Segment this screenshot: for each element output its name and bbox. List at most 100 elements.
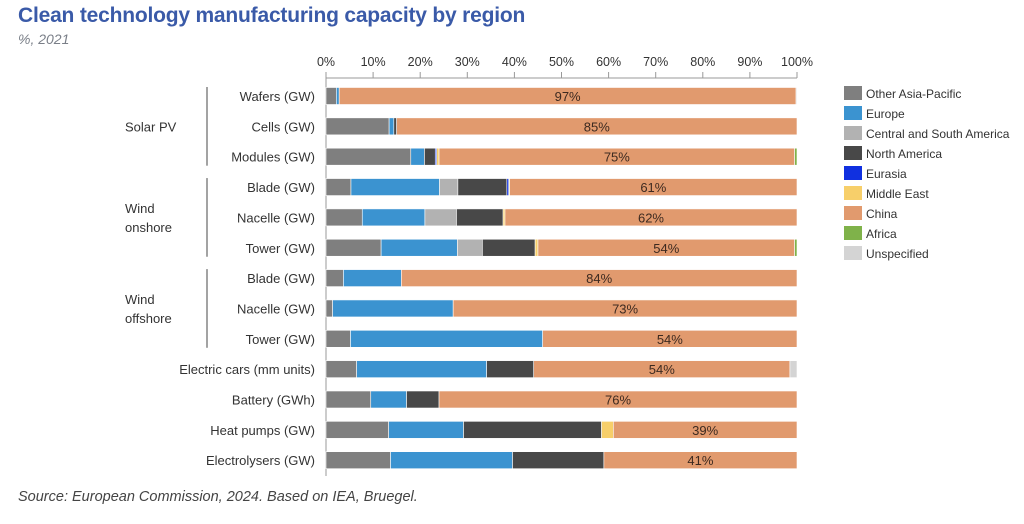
x-tick-label: 90% xyxy=(737,55,762,69)
bar-segment-central-and-south-america xyxy=(424,208,457,227)
bar-segment-china xyxy=(542,329,798,348)
bar-segment-north-america xyxy=(457,178,508,196)
legend-swatch xyxy=(844,106,862,120)
bar-segment-other-asia-pacific xyxy=(325,117,390,136)
y-category-label: Tower (GW) xyxy=(246,332,315,347)
bar-segment-europe xyxy=(350,329,543,348)
bar-segment-other-asia-pacific xyxy=(325,238,382,257)
bar-segment-other-asia-pacific xyxy=(325,360,357,378)
bar-segment-north-america xyxy=(406,390,440,409)
legend-label: Other Asia-Pacific xyxy=(866,87,961,101)
bar-segment-central-and-south-america xyxy=(457,238,483,257)
data-label: 84% xyxy=(586,271,612,286)
legend-swatch xyxy=(844,146,862,160)
y-category-label: Blade (GW) xyxy=(247,180,315,195)
bar-segment-other-asia-pacific xyxy=(325,329,351,348)
y-category-label: Battery (GWh) xyxy=(232,393,315,408)
bar-segment-north-america xyxy=(424,147,436,166)
x-tick-label: 0% xyxy=(317,55,335,69)
bar-segment-middle-east xyxy=(436,147,440,166)
y-category-label: Cells (GW) xyxy=(251,119,315,134)
x-tick-label: 70% xyxy=(643,55,668,69)
x-tick-label: 40% xyxy=(502,55,527,69)
bar-segment-europe xyxy=(410,147,425,166)
data-label: 85% xyxy=(584,119,610,134)
legend-swatch xyxy=(844,86,862,100)
group-label: Solar PV xyxy=(125,119,177,134)
bar-segment-unspecified xyxy=(789,360,798,378)
bars: 97%85% 75% 61% 62% 54% 84%73% 54% 54% 76% 39% 41% xyxy=(325,87,798,470)
bar-segment-other-asia-pacific xyxy=(325,299,333,318)
x-tick-label: 80% xyxy=(690,55,715,69)
data-label: 54% xyxy=(653,241,679,256)
bar-segment-middle-east xyxy=(534,238,539,257)
x-tick-label: 100% xyxy=(781,55,813,69)
legend-swatch xyxy=(844,206,862,220)
y-category-label: Blade (GW) xyxy=(247,271,315,286)
data-label: 97% xyxy=(555,89,581,104)
legend-label: China xyxy=(866,207,898,221)
data-label: 41% xyxy=(687,453,713,468)
x-tick-label: 60% xyxy=(596,55,621,69)
data-label: 76% xyxy=(605,393,631,408)
legend-label: Africa xyxy=(866,227,897,241)
bar-segment-north-america xyxy=(482,238,536,257)
data-label: 39% xyxy=(692,423,718,438)
bar-segment-north-america xyxy=(486,360,535,378)
legend-label: Eurasia xyxy=(866,167,907,181)
bar-segment-europe xyxy=(380,238,458,257)
bar-segment-china xyxy=(401,269,798,287)
y-category-label: Heat pumps (GW) xyxy=(210,423,315,438)
y-category-label: Modules (GW) xyxy=(231,150,315,165)
bar-segment-china xyxy=(603,451,798,470)
y-category-label: Wafers (GW) xyxy=(240,89,315,104)
y-category-label: Nacelle (GW) xyxy=(237,301,315,316)
bar-segment-other-asia-pacific xyxy=(325,421,389,439)
bar-segment-other-asia-pacific xyxy=(325,87,337,105)
group-label: onshore xyxy=(125,220,172,235)
y-category-label: Electrolysers (GW) xyxy=(206,453,315,468)
group-label: offshore xyxy=(125,311,172,326)
bar-segment-africa xyxy=(794,147,798,166)
bar-segment-china xyxy=(452,299,798,318)
data-label: 54% xyxy=(657,332,683,347)
data-label: 61% xyxy=(640,180,666,195)
group-label: Wind xyxy=(125,292,155,307)
bar-segment-other-asia-pacific xyxy=(325,269,344,287)
bar-segment-north-america xyxy=(512,451,605,470)
bar-segment-china xyxy=(438,390,798,409)
bar-segment-europe xyxy=(343,269,402,287)
bar-segment-central-and-south-america xyxy=(439,178,459,196)
y-axis-labels: Wafers (GW) Cells (GW) Modules (GW) Blade (… xyxy=(179,89,315,468)
group-label: Wind xyxy=(125,201,155,216)
legend-swatch xyxy=(844,246,862,260)
legend-label: Central and South America xyxy=(866,127,1010,141)
bar-segment-other-asia-pacific xyxy=(325,208,363,227)
bar-segment-china xyxy=(613,421,798,439)
bar-segment-north-america xyxy=(456,208,504,227)
bar-segment-middle-east xyxy=(601,421,614,439)
data-label: 62% xyxy=(638,210,664,225)
bar-segment-china xyxy=(504,208,798,227)
bar-segment-north-america xyxy=(393,117,397,136)
bar-segment-other-asia-pacific xyxy=(325,147,412,166)
x-tick-label: 30% xyxy=(455,55,480,69)
data-label: 75% xyxy=(604,150,630,165)
bar-segment-north-america xyxy=(463,421,602,439)
data-label: 54% xyxy=(649,362,675,377)
bar-segment-europe xyxy=(361,208,426,227)
y-category-label: Electric cars (mm units) xyxy=(179,362,315,377)
bar-segment-other-asia-pacific xyxy=(325,390,372,409)
legend-swatch xyxy=(844,226,862,240)
bar-segment-china xyxy=(509,178,798,196)
y-category-label: Tower (GW) xyxy=(246,241,315,256)
legend-swatch xyxy=(844,166,862,180)
legend-swatch xyxy=(844,126,862,140)
x-tick-label: 50% xyxy=(549,55,574,69)
bar-segment-europe xyxy=(388,421,464,439)
bar-segment-china xyxy=(396,117,798,136)
bar-segment-other-asia-pacific xyxy=(325,178,352,196)
x-axis: 0% 10% 20% 30% 40% 50% 60% 70% 80% 90% 100% xyxy=(317,55,813,476)
legend-label: North America xyxy=(866,147,942,161)
